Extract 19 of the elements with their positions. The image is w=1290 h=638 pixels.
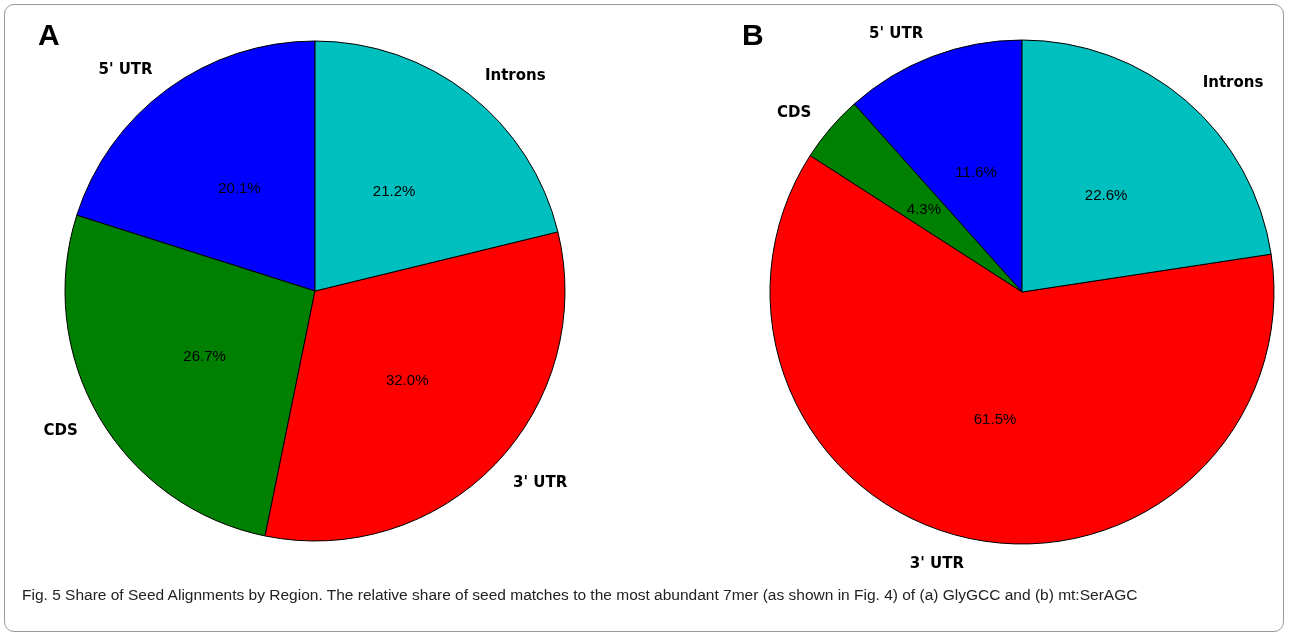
data-label: 22.6% [1084, 185, 1128, 203]
slice-label: 3' UTR [513, 472, 568, 491]
slice-label: Introns [484, 65, 546, 84]
slice-label: 5' UTR [98, 60, 154, 79]
slice-label: 3' UTR [909, 554, 965, 573]
slice-label: CDS [776, 102, 812, 121]
text: A [38, 18, 60, 52]
slice-label: CDS [43, 421, 78, 440]
data-label: 26.7% [183, 347, 226, 365]
data-label: 11.6% [955, 162, 997, 180]
caption: Fig. 5 Share of Seed Alignments by Region. The relative share of seed matches to the most abundant 7mer (as shown in Fig. 4) of (a) GlyGCC and (b) mt:SerAGC [22, 585, 1139, 605]
text: B [742, 18, 764, 52]
data-label: 20.1% [218, 179, 261, 197]
data-label: 61.5% [973, 409, 1017, 427]
data-label: 32.0% [385, 371, 429, 389]
slice-label: Introns [1202, 72, 1264, 91]
slice-label: 5' UTR [868, 24, 924, 42]
data-label: 21.2% [372, 181, 416, 199]
data-label: 4.3% [906, 199, 942, 217]
